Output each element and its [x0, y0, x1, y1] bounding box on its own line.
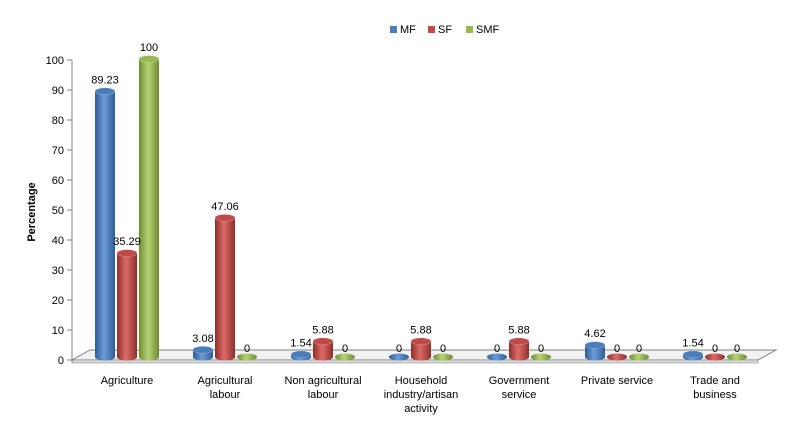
bar-smf-zero [727, 353, 747, 361]
bar-mf-cap [290, 350, 312, 359]
bar-sf-cap [508, 337, 530, 346]
data-label: 0 [636, 343, 642, 355]
bar-sf-cap [410, 337, 432, 346]
category-label-line: activity [404, 403, 438, 415]
y-axis-title: Percentage [26, 182, 38, 241]
data-label: 0 [396, 343, 402, 355]
bar-sf [313, 341, 333, 361]
category-label: Agriculture [101, 375, 154, 387]
bar-sf [215, 217, 235, 361]
category-label-line: Agriculture [101, 375, 154, 387]
category-label-line: Government [489, 375, 550, 387]
bar-sf-zero [705, 353, 725, 361]
data-label: 3.08 [192, 333, 213, 345]
category-label: Government service [489, 375, 550, 401]
data-label: 1.54 [682, 337, 703, 349]
y-tick-label: 60 [52, 175, 64, 187]
data-label: 35.29 [113, 236, 141, 248]
data-label: 47.06 [211, 201, 239, 213]
bar-sf-cap [312, 337, 334, 346]
category-label-line: Private service [581, 375, 653, 387]
data-label: 4.62 [584, 328, 605, 340]
category-label-line: labour [210, 389, 241, 401]
bar-mf-cap [94, 87, 116, 96]
bar-mf-cap [682, 350, 704, 359]
data-label: 5.88 [410, 324, 431, 336]
legend-label-sf: SF [438, 24, 452, 36]
y-tick-label: 50 [52, 205, 64, 217]
y-tick-label: 100 [46, 55, 64, 67]
bar-mf-cap [192, 345, 214, 354]
bar-mf-zero [487, 353, 507, 361]
bar-sf-cap [214, 214, 236, 222]
category-label: Private service [581, 375, 653, 387]
category-label: Household industry/artisan activity [384, 375, 459, 415]
legend-label-mf: MF [400, 24, 416, 36]
bar-smf-zero [629, 353, 649, 361]
bar-mf-zero [389, 353, 409, 361]
bar-smf-cap [138, 55, 160, 63]
data-label: 89.23 [91, 74, 119, 86]
bar-sf [411, 341, 432, 361]
bar-mf [95, 91, 115, 361]
category-label-line: Household [395, 375, 448, 387]
category-label-line: service [502, 389, 537, 401]
category-label-line: labour [308, 389, 339, 401]
bar-smf-zero [433, 353, 453, 361]
y-tick-label: 90 [52, 85, 64, 97]
bar-sf [117, 253, 137, 361]
category-label-line: business [693, 389, 737, 401]
data-label: 0 [440, 343, 446, 355]
y-tick-label: 10 [52, 325, 64, 337]
y-tick-label: 0 [58, 355, 64, 367]
bar-smf-zero [335, 353, 355, 361]
data-label: 0 [494, 343, 500, 355]
data-label: 0 [244, 343, 250, 355]
data-label: 5.88 [312, 324, 333, 336]
legend-swatch-mf [390, 26, 397, 33]
category-label: Trade and business [690, 375, 740, 401]
bar-sf-zero [607, 353, 627, 361]
data-label: 0 [538, 343, 544, 355]
y-tick-label: 30 [52, 265, 64, 277]
bar-smf [139, 59, 159, 361]
category-label-line: Agricultural [197, 375, 252, 387]
bar-mf-cap [584, 341, 606, 349]
category-label-line: Trade and [690, 375, 740, 387]
category-label-line: Non agricultural [284, 375, 361, 387]
category-label: Agricultural labour [197, 375, 252, 401]
data-label: 5.88 [508, 324, 529, 336]
bar-sf [509, 341, 529, 361]
bar-smf-zero [531, 353, 551, 361]
bar-mf [585, 345, 605, 361]
y-tick-label: 20 [52, 295, 64, 307]
category-label-line: industry/artisan [384, 389, 459, 401]
data-label: 0 [712, 343, 718, 355]
data-label: 0 [614, 343, 620, 355]
y-tick-label: 80 [52, 115, 64, 127]
legend-swatch-sf [428, 26, 435, 33]
data-label: 1.54 [290, 337, 311, 349]
bar-smf-zero [237, 353, 257, 361]
legend-label-smf: SMF [476, 24, 500, 36]
category-label: Non agricultural labour [284, 375, 361, 401]
data-label: 0 [342, 343, 348, 355]
legend-swatch-smf [466, 26, 473, 33]
chart-floor-edge [71, 359, 759, 364]
data-label: 100 [140, 42, 158, 54]
y-tick-label: 40 [52, 235, 64, 247]
bar-sf-cap [116, 249, 138, 257]
data-label: 0 [734, 343, 740, 355]
y-tick-label: 70 [52, 145, 64, 157]
